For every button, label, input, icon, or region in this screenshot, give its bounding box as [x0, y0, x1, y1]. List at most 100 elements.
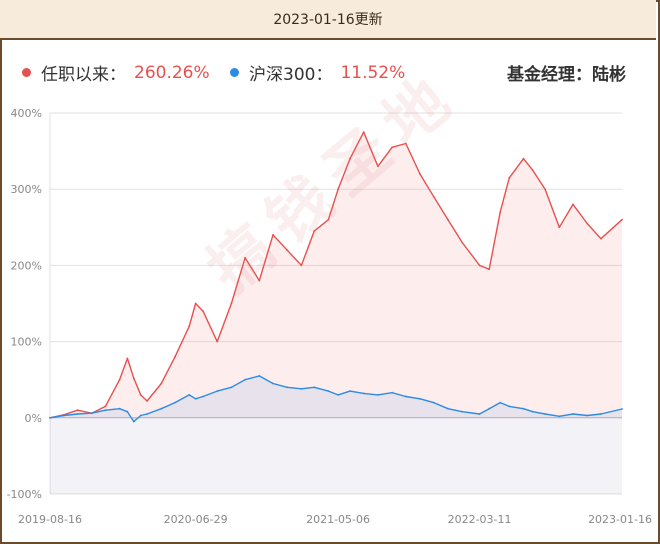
series-1-point-39 [531, 410, 534, 413]
series-0-point-23 [327, 218, 330, 221]
x-tick-label-1: 2020-06-29 [164, 513, 228, 526]
series-0-point-36 [499, 211, 502, 214]
series-area-0 [50, 132, 622, 418]
series-0-point-38 [522, 157, 525, 160]
index-value: 11.52% [340, 62, 406, 83]
series-1-point-8 [139, 414, 142, 417]
series-0-point-10 [160, 382, 163, 385]
y-tick-label-3: 200% [11, 259, 42, 272]
series-1-point-30 [419, 397, 421, 400]
series-1-point-25 [349, 390, 351, 392]
series-1-point-9 [146, 413, 149, 415]
series-1-point-31 [432, 401, 435, 404]
series-0-point-16 [230, 302, 233, 305]
series-0-point-19 [272, 234, 274, 236]
series-area-1 [50, 375, 622, 422]
series-0-point-8 [139, 394, 142, 396]
series-1-point-18 [258, 375, 261, 377]
series-1-point-34 [478, 413, 481, 415]
series-0-point-20 [286, 249, 289, 252]
series-0-point-44 [600, 237, 602, 240]
y-tick-label-0: -100% [7, 488, 42, 501]
series-1-point-11 [174, 401, 176, 404]
series-0-point-11 [174, 355, 176, 358]
fund-dot-icon [22, 68, 31, 77]
series-0-point-43 [586, 222, 589, 225]
series-0-point-18 [258, 279, 261, 282]
series-1-point-28 [391, 391, 393, 394]
series-1-point-19 [272, 382, 274, 385]
series-1-point-7 [132, 420, 135, 423]
series-0-point-45 [621, 218, 623, 221]
series-0-point-35 [488, 268, 491, 271]
series-1-point-21 [300, 387, 303, 390]
series-1-point-33 [461, 410, 464, 413]
series-1-point-45 [621, 408, 623, 410]
series-0-point-40 [544, 188, 546, 191]
negative-region [50, 417, 622, 494]
legend-index: 沪深300： 11.52% [230, 60, 405, 85]
series-0-point-12 [188, 325, 191, 328]
series-0-point-13 [194, 302, 197, 305]
series-0-point-41 [558, 226, 561, 229]
legend: 任职以来： 260.26% 沪深300： 11.52% 基金经理：陆彬 [0, 60, 656, 88]
update-header: 2023-01-16更新 [0, 0, 656, 40]
series-0-point-42 [572, 203, 574, 206]
series-0-point-26 [362, 131, 365, 134]
series-0-point-21 [300, 264, 303, 267]
series-0-point-34 [478, 264, 481, 267]
series-1-point-4 [104, 409, 107, 412]
series-0-point-15 [216, 340, 219, 343]
series-1-point-24 [337, 394, 339, 396]
y-tick-label-2: 100% [11, 336, 42, 349]
series-0-point-22 [313, 230, 316, 233]
series-1-point-36 [499, 401, 502, 404]
series-0-point-39 [531, 169, 534, 172]
x-tick-label-4: 2023-01-16 [588, 513, 652, 526]
series-0-point-32 [447, 218, 449, 221]
series-1-point-14 [202, 395, 204, 398]
x-tick-label-0: 2019-08-16 [18, 513, 82, 526]
series-1-point-16 [230, 386, 233, 389]
series-1-point-40 [544, 413, 546, 415]
series-line-0 [49, 131, 623, 419]
series-1-point-27 [377, 394, 379, 396]
series-1-point-44 [600, 413, 602, 415]
series-0-point-31 [432, 195, 435, 198]
series-1-point-35 [488, 407, 491, 410]
y-tick-label-5: 400% [11, 107, 42, 120]
series-0-point-6 [126, 357, 129, 360]
series-1-point-37 [508, 405, 511, 408]
series-1-point-5 [118, 407, 121, 410]
series-1-point-23 [327, 390, 330, 392]
series-0-point-30 [419, 173, 421, 175]
series-0-point-4 [104, 405, 107, 408]
series-0-point-24 [337, 188, 339, 191]
series-1-point-41 [558, 415, 561, 418]
x-tick-label-3: 2022-03-11 [448, 513, 512, 526]
x-tick-label-2: 2021-05-06 [306, 513, 370, 526]
series-1-point-42 [572, 413, 574, 415]
series-0-point-5 [118, 378, 121, 381]
series-1-point-1 [62, 414, 65, 417]
legend-fund: 任职以来： 260.26% [22, 60, 210, 85]
index-label: 沪深300： [249, 65, 333, 85]
series-0-point-17 [244, 256, 247, 259]
series-0-point-25 [349, 157, 351, 160]
series-0-point-33 [461, 241, 464, 244]
series-1-point-12 [188, 394, 191, 396]
series-0-point-37 [508, 176, 511, 179]
series-1-point-26 [362, 392, 365, 395]
series-0-point-9 [146, 400, 149, 402]
series-0-point-7 [132, 377, 135, 380]
series-0-point-2 [76, 409, 79, 412]
tenure-value: 260.26% [134, 62, 210, 83]
series-1-point-10 [160, 407, 163, 410]
fund-manager: 基金经理：陆彬 [507, 65, 626, 85]
index-dot-icon [230, 68, 239, 77]
series-1-point-0 [49, 416, 51, 419]
series-1-point-22 [313, 386, 316, 389]
series-0-point-14 [202, 310, 204, 312]
